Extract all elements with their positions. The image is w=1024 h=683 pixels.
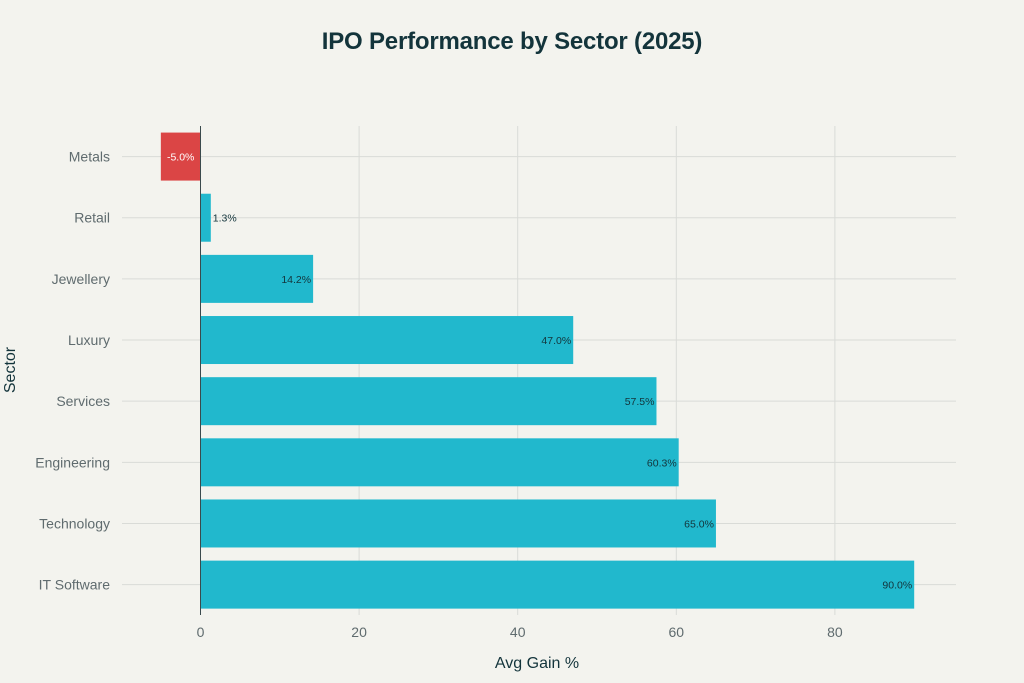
y-tick-label: Technology	[39, 515, 110, 531]
data-label: 90.0%	[882, 580, 912, 592]
bar-engineering	[200, 438, 679, 487]
bar-services	[200, 377, 657, 426]
y-tick-label: Jewellery	[52, 271, 110, 287]
y-tick-label: IT Software	[39, 577, 111, 593]
bars	[160, 132, 915, 609]
bar-retail	[200, 193, 211, 242]
bar-it-software	[200, 560, 915, 609]
y-tick-label: Retail	[74, 210, 110, 226]
x-axis-ticks: 0 20 40 60 80	[197, 624, 843, 640]
y-tick-label: Engineering	[35, 454, 110, 470]
x-tick-label: 0	[197, 624, 205, 640]
y-tick-label: Metals	[69, 149, 110, 165]
data-label: 65.0%	[684, 518, 714, 530]
x-tick-label: 20	[351, 624, 367, 640]
x-tick-label: 80	[827, 624, 843, 640]
bar-metals	[160, 132, 201, 181]
y-tick-label: Luxury	[68, 332, 110, 348]
bar-technology	[200, 499, 716, 548]
data-labels: -5.0% 1.3% 14.2% 47.0% 57.5% 60.3% 65.0% 90.0%	[167, 152, 912, 592]
data-label: 57.5%	[625, 396, 655, 408]
x-tick-label: 60	[669, 624, 685, 640]
x-tick-label: 40	[510, 624, 526, 640]
data-label: 60.3%	[647, 457, 677, 469]
y-tick-label: Services	[56, 393, 110, 409]
y-axis-ticks: Metals Retail Jewellery Luxury Services Engin…	[35, 149, 110, 593]
data-label: -5.0%	[167, 152, 194, 164]
y-axis-title: Sector	[2, 346, 19, 394]
data-label: 14.2%	[281, 274, 311, 286]
chart-title: IPO Performance by Sector (2025)	[321, 28, 703, 55]
data-label: 47.0%	[541, 335, 571, 347]
bar-luxury	[200, 316, 574, 365]
bar-jewellery	[200, 254, 314, 303]
x-axis-title: Avg Gain %	[494, 655, 580, 672]
data-label: 1.3%	[213, 213, 237, 225]
